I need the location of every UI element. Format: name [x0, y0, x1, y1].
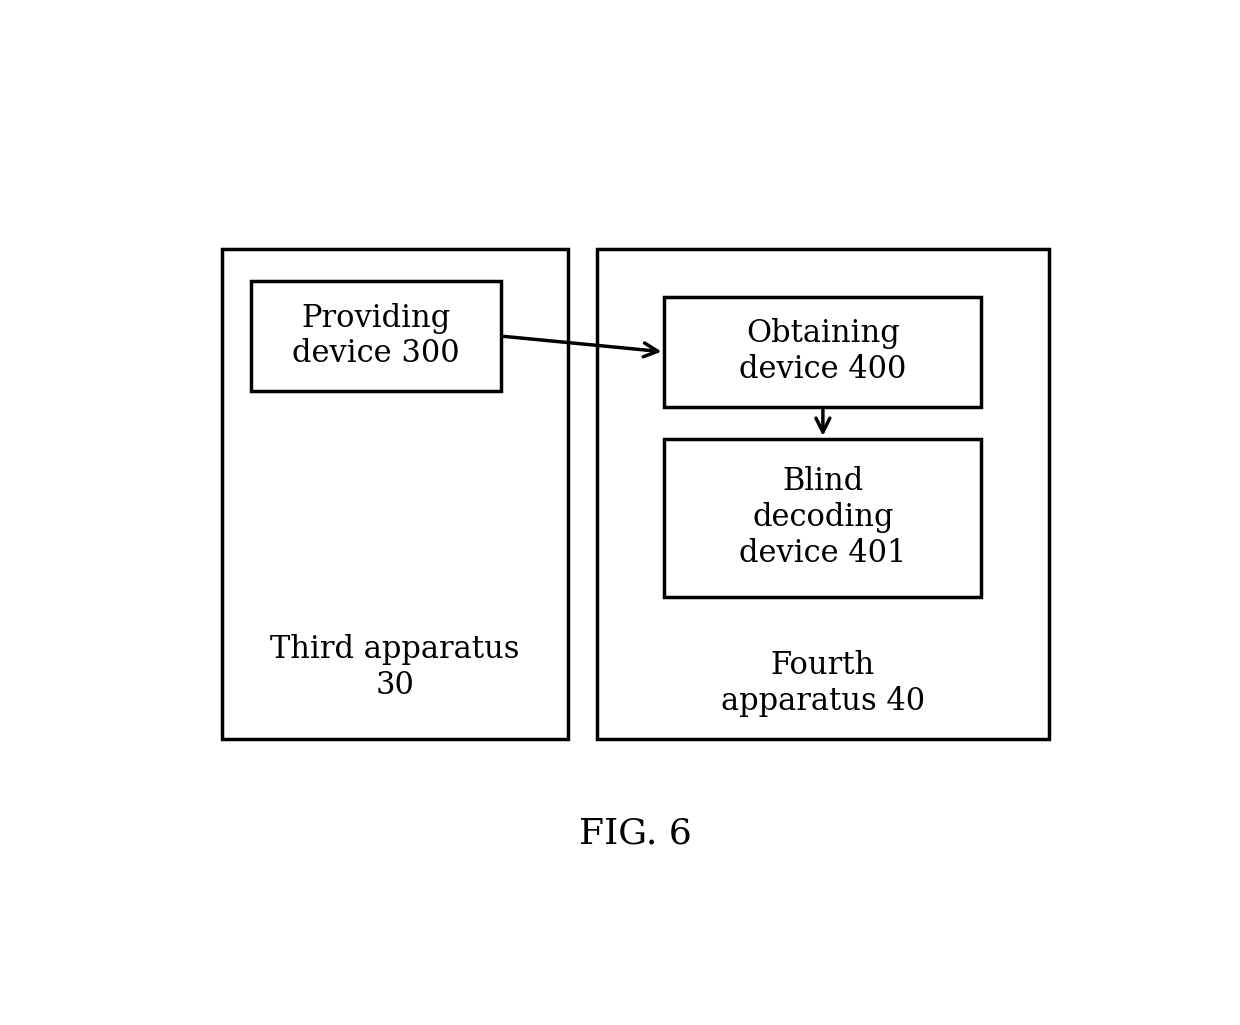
Bar [665, 439, 982, 597]
Bar [222, 249, 568, 739]
Text: Fourth
apparatus 40: Fourth apparatus 40 [720, 650, 925, 716]
Text: Blind
decoding
device 401: Blind decoding device 401 [739, 466, 906, 569]
Text: Third apparatus
30: Third apparatus 30 [270, 634, 520, 701]
Bar [665, 296, 982, 407]
Text: FIG. 6: FIG. 6 [579, 816, 692, 851]
Bar [596, 249, 1049, 739]
Text: Providing
device 300: Providing device 300 [293, 302, 460, 369]
Text: Obtaining
device 400: Obtaining device 400 [739, 319, 906, 385]
Bar [250, 281, 501, 392]
